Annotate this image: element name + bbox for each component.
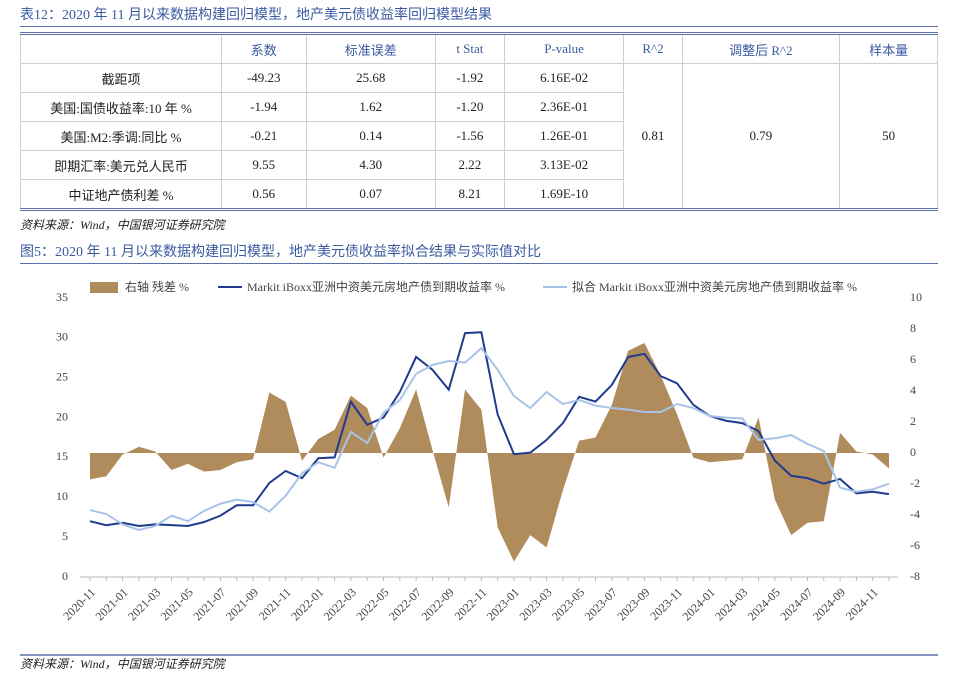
merged-cell: 0.81 (623, 63, 683, 210)
y2-tick-label: 10 (910, 290, 922, 304)
table-cell: 3.13E-02 (503, 150, 625, 180)
table-cell: 1.69E-10 (503, 179, 625, 210)
x-tick-label: 2024-11 (843, 585, 881, 623)
table-row: 美国:M2:季调:同比 % -0.21 0.14 -1.56 1.26E-01 (20, 121, 938, 151)
y-tick-label: 0 (62, 569, 68, 583)
x-tick-label: 2021-05 (158, 585, 196, 623)
legend-label: 拟合 Markit iBoxx亚洲中资美元房地产债到期收益率 % (572, 279, 857, 294)
y-tick-label: 35 (56, 290, 68, 304)
x-tick-label: 2023-01 (484, 585, 522, 623)
y2-tick-label: 8 (910, 321, 916, 335)
legend-swatch (90, 282, 118, 293)
row-label: 截距项 (20, 63, 222, 93)
y2-tick-label: -4 (910, 507, 920, 521)
table-cell: -1.20 (435, 92, 505, 122)
y2-tick-label: 0 (910, 445, 916, 459)
table-row: 中证地产债利差 % 0.56 0.07 8.21 1.69E-10 (20, 179, 938, 210)
row-label: 美国:M2:季调:同比 % (20, 121, 222, 151)
x-tick-label: 2023-05 (549, 585, 587, 623)
x-tick-label: 2022-07 (386, 585, 424, 623)
table-cell: 4.30 (305, 150, 437, 180)
x-tick-label: 2024-07 (777, 585, 815, 623)
table-cell: 8.21 (435, 179, 505, 210)
x-tick-label: 2022-11 (452, 585, 490, 623)
table-cell: 9.55 (221, 150, 307, 180)
y2-tick-label: -8 (910, 569, 920, 583)
x-tick-label: 2024-01 (680, 585, 718, 623)
x-tick-label: 2021-03 (125, 585, 163, 623)
table-cell: -0.21 (221, 121, 307, 151)
x-tick-label: 2023-11 (647, 585, 685, 623)
table-row: 截距项 -49.23 25.68 -1.92 6.16E-02 0.81 0.79 50 (20, 63, 938, 210)
y-tick-label: 25 (56, 369, 68, 383)
table-cell: 6.16E-02 (503, 63, 625, 93)
x-tick-label: 2022-09 (419, 585, 457, 623)
column-header: 标准误差 (305, 33, 437, 64)
table-cell: -49.23 (221, 63, 307, 93)
x-tick-label: 2020-11 (60, 585, 98, 623)
x-tick-label: 2021-11 (256, 585, 294, 623)
y-tick-label: 20 (56, 409, 68, 423)
y2-tick-label: -6 (910, 538, 920, 552)
y-tick-label: 5 (62, 529, 68, 543)
chart-title: 图5：2020 年 11 月以来数据构建回归模型，地产美元债收益率拟合结果与实际… (20, 241, 938, 264)
merged-cell: 0.79 (681, 63, 841, 210)
y2-tick-label: 4 (910, 383, 916, 397)
x-tick-label: 2022-01 (288, 585, 326, 623)
x-tick-label: 2023-07 (582, 585, 620, 623)
table-cell: -1.92 (435, 63, 505, 93)
row-label: 美国:国债收益率:10 年 % (20, 92, 222, 122)
table-cell: -1.94 (221, 92, 307, 122)
table-cell: 0.56 (221, 179, 307, 210)
series-line (89, 331, 890, 527)
table: 系数 标准误差 t Stat P-value R^2 调整后 R^2 样本量 截距项 -49.2… (20, 32, 938, 211)
y2-tick-label: 6 (910, 352, 916, 366)
table-cell: 2.22 (435, 150, 505, 180)
table-cell: 1.62 (305, 92, 437, 122)
table-source: 资料来源：Wind，中国银河证券研究院 (20, 218, 225, 232)
y-tick-label: 30 (56, 330, 68, 344)
merged-cell: 50 (839, 63, 938, 210)
x-tick-label: 2022-05 (353, 585, 391, 623)
x-tick-label: 2023-03 (516, 585, 554, 623)
x-tick-label: 2021-01 (92, 585, 130, 623)
x-tick-label: 2021-09 (223, 585, 261, 623)
y2-tick-label: -2 (910, 476, 920, 490)
table-cell: 25.68 (305, 63, 437, 93)
column-header: P-value (503, 33, 625, 64)
table-cell: 0.14 (305, 121, 437, 151)
column-header: R^2 (623, 33, 683, 64)
table-title: 表12：2020 年 11 月以来数据构建回归模型，地产美元债收益率回归模型结果 (20, 4, 938, 27)
x-tick-label: 2023-09 (614, 585, 652, 623)
legend-label: Markit iBoxx亚洲中资美元房地产债到期收益率 % (247, 279, 505, 294)
column-header: 系数 (221, 33, 307, 64)
column-header: 样本量 (839, 33, 938, 64)
column-header: 调整后 R^2 (681, 33, 841, 64)
chart-source: 资料来源：Wind，中国银河证券研究院 (20, 657, 225, 671)
y2-tick-label: 2 (910, 414, 916, 428)
x-tick-label: 2024-03 (712, 585, 750, 623)
table-cell: 0.07 (305, 179, 437, 210)
table-cell: 2.36E-01 (503, 92, 625, 122)
table-cell: -1.56 (435, 121, 505, 151)
y-tick-label: 15 (56, 449, 68, 463)
row-label: 即期汇率:美元兑人民币 (20, 150, 222, 180)
x-tick-label: 2021-07 (190, 585, 228, 623)
legend-label: 右轴 残差 % (125, 279, 189, 294)
series-line (89, 346, 890, 532)
corner-cell (20, 33, 222, 64)
x-tick-label: 2024-05 (745, 585, 783, 623)
y-tick-label: 10 (56, 489, 68, 503)
table-row: 系数 标准误差 t Stat P-value R^2 调整后 R^2 样本量 (20, 33, 938, 64)
row-label: 中证地产债利差 % (20, 179, 222, 210)
table-cell: 1.26E-01 (503, 121, 625, 151)
x-tick-label: 2024-09 (810, 585, 848, 623)
x-tick-label: 2022-03 (321, 585, 359, 623)
column-header: t Stat (435, 33, 505, 64)
